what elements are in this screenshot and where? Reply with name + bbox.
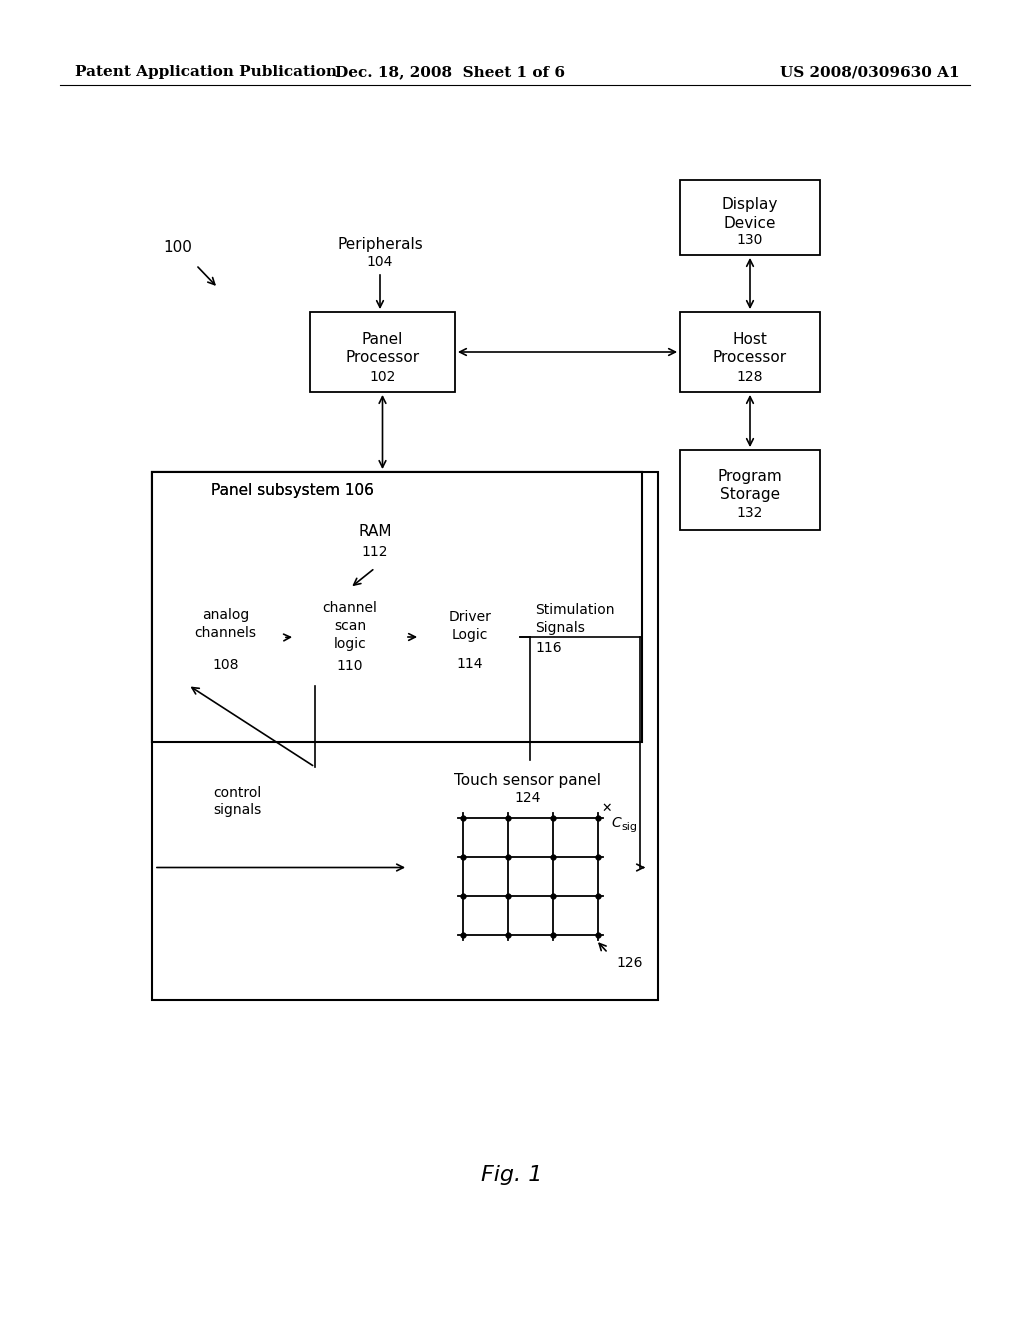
Text: C: C: [611, 816, 621, 830]
Text: Signals: Signals: [535, 620, 585, 635]
Bar: [295, 587, 406, 686]
Text: Fig. 1: Fig. 1: [481, 1166, 543, 1185]
Bar: [680, 450, 820, 531]
Text: 112: 112: [361, 545, 388, 558]
Text: channel: channel: [323, 601, 378, 615]
Text: Panel: Panel: [361, 331, 403, 346]
Text: 110: 110: [337, 659, 364, 673]
Text: sig: sig: [621, 822, 637, 832]
Bar: [408, 760, 648, 975]
Text: 132: 132: [737, 506, 763, 520]
Text: Program: Program: [718, 470, 782, 484]
Text: Peripherals: Peripherals: [337, 236, 423, 252]
Text: 116: 116: [535, 642, 561, 655]
Text: 108: 108: [212, 657, 239, 672]
Text: RAM: RAM: [358, 524, 392, 540]
Text: Panel subsystem 106: Panel subsystem 106: [211, 483, 374, 498]
Text: ✕: ✕: [601, 803, 611, 814]
Bar: [152, 473, 658, 1001]
Text: Driver: Driver: [449, 610, 492, 624]
Bar: [330, 510, 420, 568]
Bar: [168, 590, 283, 685]
Text: Stimulation: Stimulation: [535, 603, 614, 616]
Text: Dec. 18, 2008  Sheet 1 of 6: Dec. 18, 2008 Sheet 1 of 6: [335, 65, 565, 79]
Text: 102: 102: [370, 370, 395, 384]
Text: Processor: Processor: [713, 350, 787, 364]
Text: Device: Device: [724, 215, 776, 231]
Bar: [152, 473, 642, 742]
Text: Patent Application Publication: Patent Application Publication: [75, 65, 337, 79]
Text: 126: 126: [616, 956, 642, 970]
Text: control: control: [213, 785, 261, 800]
Text: channels: channels: [195, 626, 256, 640]
Bar: [310, 312, 455, 392]
Bar: [420, 591, 520, 682]
Text: logic: logic: [334, 638, 367, 651]
Text: 104: 104: [367, 255, 393, 269]
Text: Storage: Storage: [720, 487, 780, 503]
Text: signals: signals: [213, 803, 261, 817]
Text: 100: 100: [164, 240, 193, 256]
Text: Processor: Processor: [345, 350, 420, 364]
Text: scan: scan: [334, 619, 366, 634]
Text: Touch sensor panel: Touch sensor panel: [455, 772, 601, 788]
Text: 128: 128: [736, 370, 763, 384]
Text: analog: analog: [202, 609, 249, 622]
Text: 130: 130: [737, 234, 763, 247]
Text: Logic: Logic: [452, 628, 488, 642]
Text: 124: 124: [515, 791, 542, 805]
Text: Host: Host: [732, 331, 767, 346]
Text: 114: 114: [457, 657, 483, 671]
Text: Display: Display: [722, 198, 778, 213]
Bar: [680, 180, 820, 255]
Text: US 2008/0309630 A1: US 2008/0309630 A1: [780, 65, 961, 79]
Bar: [152, 473, 642, 742]
Bar: [680, 312, 820, 392]
Text: Panel subsystem 106: Panel subsystem 106: [211, 483, 374, 498]
